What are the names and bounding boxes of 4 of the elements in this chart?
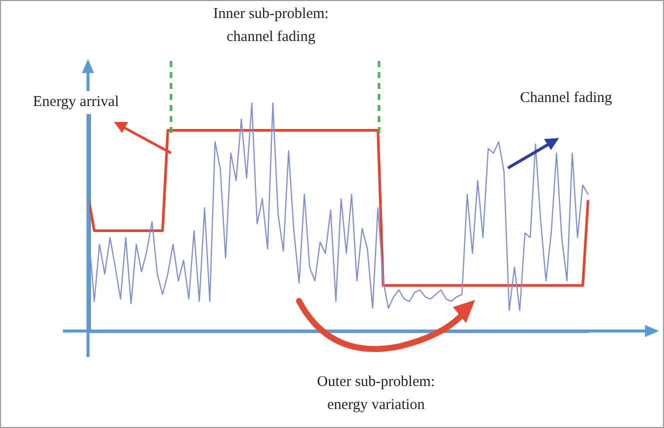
text: Outer sub-problem: energy variation: [316, 373, 436, 415]
annotation: Energy arrival: [31, 91, 121, 114]
annotation: Channel fading: [518, 89, 614, 108]
text: Inner sub-problem: channel fading: [212, 5, 330, 47]
